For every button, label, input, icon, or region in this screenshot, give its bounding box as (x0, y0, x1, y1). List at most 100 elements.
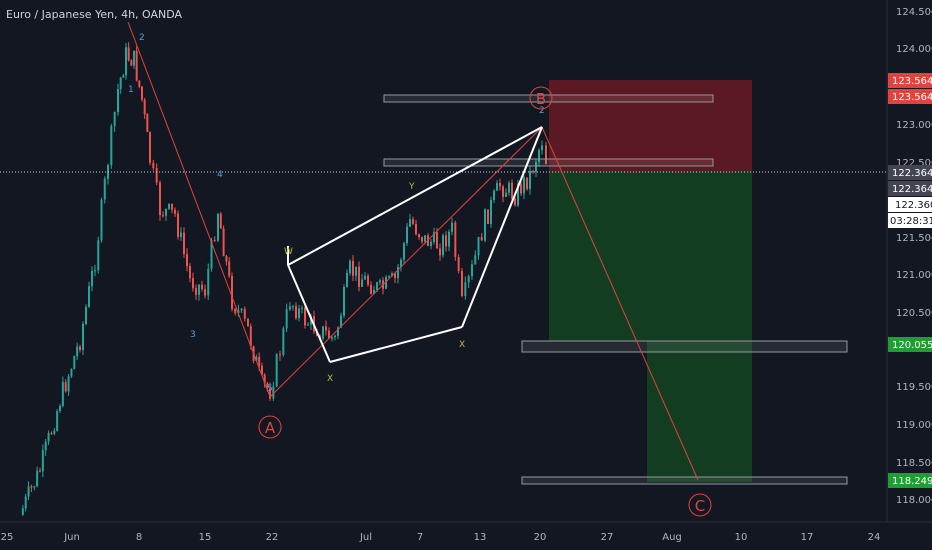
price-tick: 122.500 (896, 158, 932, 169)
stop-loss-zone[interactable] (549, 80, 752, 172)
candle-body (240, 308, 243, 311)
candle-body (352, 260, 354, 276)
candle-body (376, 282, 378, 290)
candle-body (143, 99, 146, 115)
candle-body (457, 256, 460, 272)
channel-left-edge[interactable] (287, 264, 331, 363)
candle-body (272, 386, 275, 399)
wave-path-line[interactable] (127, 21, 699, 481)
candle-body (266, 383, 269, 389)
target2-price-label: 118.249 (892, 476, 932, 487)
candle-body (41, 450, 44, 472)
resistance-box-upper[interactable] (383, 94, 714, 103)
candle-body (496, 183, 498, 191)
candle-body (255, 356, 258, 361)
candle-body (225, 256, 228, 262)
candle-body (412, 219, 414, 224)
candle-body (53, 430, 56, 434)
candle-body (261, 365, 263, 375)
candle-body (480, 236, 483, 241)
wave-label-b2: 2 (539, 106, 545, 116)
support-box-120[interactable] (521, 340, 848, 353)
candle-body (165, 208, 167, 216)
candle-body (275, 354, 278, 387)
candle-body (70, 369, 73, 377)
price-tick: 124.000 (896, 44, 932, 55)
take-profit-zone-lower[interactable] (647, 341, 752, 482)
candle-body (364, 275, 366, 280)
time-tick: 27 (601, 532, 614, 543)
candle-body (471, 264, 473, 277)
candle-body (325, 326, 327, 331)
candle-body (243, 308, 246, 319)
candle-body (217, 213, 219, 241)
time-tick: Aug (662, 532, 682, 543)
entry-price-pill-2 (888, 181, 932, 196)
candle-body (36, 470, 39, 487)
candle-body (263, 374, 266, 384)
candle-body (541, 145, 543, 151)
candle-body (334, 335, 336, 338)
candle-body (97, 240, 100, 271)
candle-body (301, 307, 303, 309)
price-tick: 121.500 (896, 233, 932, 244)
label-c: C (695, 497, 705, 515)
candle-body (439, 248, 441, 256)
candle-body (228, 261, 231, 277)
candle-body (162, 215, 164, 217)
candle-body (149, 132, 151, 163)
time-tick: 24 (868, 532, 881, 543)
wave-label-y: Y (408, 182, 415, 192)
time-tick: Jul (359, 532, 372, 543)
candle-body (210, 240, 213, 269)
candle-body (85, 306, 87, 324)
target1-price-label: 120.055 (892, 340, 932, 351)
candle-body (474, 255, 477, 265)
resistance-box-lower[interactable] (383, 158, 714, 167)
candle-body (526, 177, 528, 189)
channel-right-edge[interactable] (461, 126, 543, 328)
time-tick: 10 (735, 532, 748, 543)
support-box-118[interactable] (521, 476, 848, 485)
candle-body (373, 289, 375, 294)
circle-b[interactable] (529, 86, 553, 110)
candle-body (282, 328, 285, 355)
candle-body (379, 280, 381, 283)
candle-body (421, 237, 423, 242)
circle-c[interactable] (688, 493, 712, 517)
candle-body (110, 125, 113, 166)
candle-body (532, 170, 534, 172)
candle-body (337, 327, 339, 336)
circle-a[interactable] (258, 415, 282, 439)
candle-body (424, 235, 426, 242)
candle-body (490, 199, 492, 224)
candle-body (67, 376, 70, 392)
current-price-pill (888, 197, 932, 212)
candle-body (88, 286, 90, 307)
candle-body (133, 50, 135, 66)
candle-body (146, 114, 149, 133)
candle-body (119, 77, 122, 90)
candle-body (454, 222, 457, 257)
candle-body (59, 406, 61, 412)
wave-label-3: 3 (190, 330, 196, 340)
countdown-pill (888, 213, 932, 228)
channel-upper-line[interactable] (287, 126, 543, 266)
candle-body (247, 318, 249, 327)
stop-price-pill-2 (888, 89, 932, 104)
target2-price-pill (888, 473, 932, 488)
wave-label-5: 5 (267, 384, 273, 394)
candle-body (168, 203, 170, 209)
candle-body (117, 89, 119, 113)
channel-lower-line[interactable] (329, 326, 463, 363)
candle-body (502, 186, 504, 197)
candle-body (289, 306, 291, 310)
take-profit-zone-upper[interactable] (549, 172, 752, 341)
time-tick: 17 (801, 532, 814, 543)
candlestick-series (21, 42, 547, 516)
candle-body (73, 356, 76, 370)
time-tick: 20 (534, 532, 547, 543)
candle-body (258, 356, 261, 366)
